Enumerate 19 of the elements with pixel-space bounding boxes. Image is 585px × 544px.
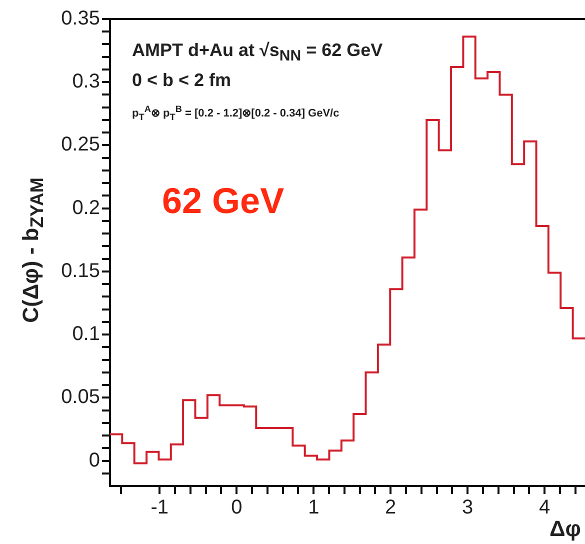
x-tick-label: 4 [539, 496, 550, 519]
x-tick-label: 3 [462, 496, 474, 519]
y-tick-label: 0.3 [72, 70, 100, 93]
annotation: 62 GeV [162, 180, 284, 222]
y-tick-label: 0 [88, 449, 100, 472]
x-tick-label: 2 [385, 496, 396, 519]
x-tick-label: 1 [308, 496, 320, 519]
annotation: AMPT d+Au at √s$_{NN}$ = 62 GeV [132, 40, 383, 65]
annotation: 0 < b < 2 fm [132, 70, 232, 91]
y-tick-label: 0.15 [61, 260, 100, 282]
x-tick-label: -1 [150, 496, 169, 519]
annotation: p$_{T}$$^{A}$⊗ p$_{T}$$^{B}$ = [0.2 - 1.2]⊗[0.2 - 0.34] GeV/c [132, 104, 340, 122]
y-tick-label: 0.2 [72, 196, 100, 219]
x-tick-label: 0 [231, 496, 242, 519]
y-tick-label: 0.25 [61, 134, 100, 156]
y-tick-label: 0.35 [61, 8, 100, 30]
y-tick-label: 0.05 [61, 386, 100, 408]
x-axis-title: Δφ [549, 516, 581, 542]
y-tick-label: 0.1 [72, 323, 100, 346]
